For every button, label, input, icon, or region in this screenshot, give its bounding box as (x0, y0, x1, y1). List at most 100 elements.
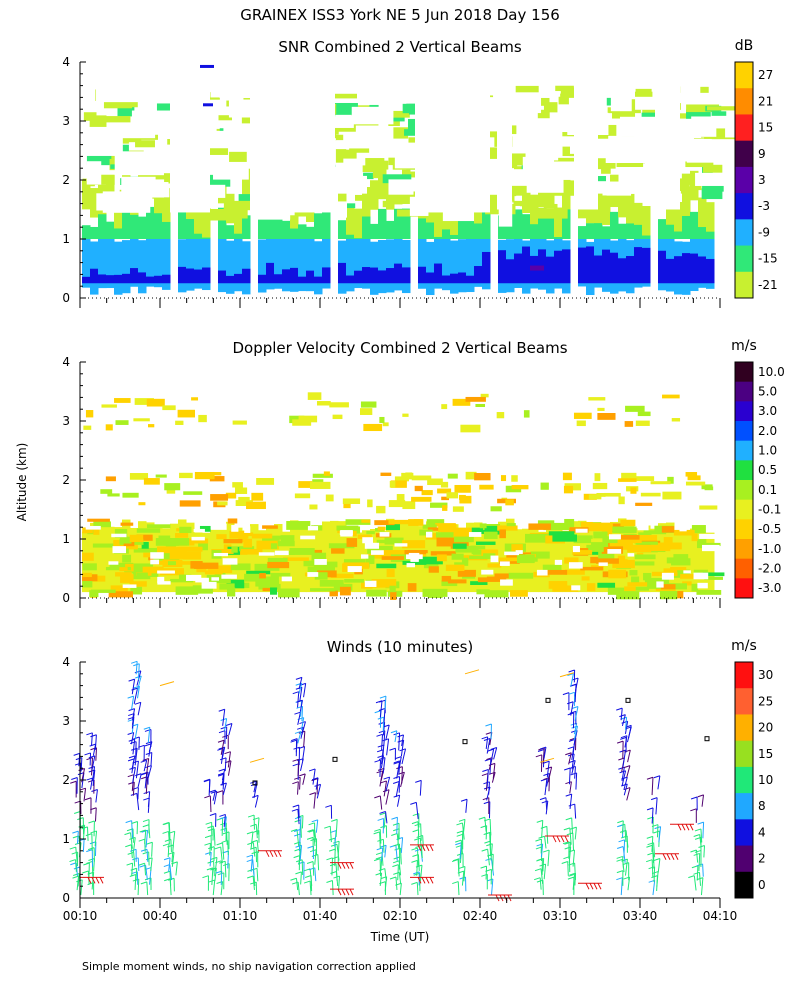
wind-barb-flag (82, 871, 88, 873)
velocity-patch (147, 399, 165, 407)
velocity-patch (310, 588, 336, 591)
wind-barb-flag (331, 819, 337, 821)
wind-barb-flag (128, 775, 134, 777)
wind-barb (300, 777, 301, 789)
snr-cell (306, 227, 315, 239)
wind-barb (546, 798, 547, 810)
velocity-patch (270, 587, 277, 594)
velocity-blank (481, 570, 493, 575)
velocity-blank (371, 550, 384, 555)
wind-barb-flag (100, 877, 103, 883)
velocity-patch (367, 499, 372, 507)
wind-barb-flag (132, 858, 138, 860)
snr-cell (266, 219, 275, 239)
snr-cell (458, 272, 467, 283)
snr-cell (226, 225, 235, 239)
wind-barb-flag (647, 836, 653, 838)
wind-barb (138, 879, 139, 895)
wind-barb-flag (202, 876, 208, 878)
wind-barb (298, 759, 299, 776)
velocity-patch (481, 394, 489, 398)
wind-barb-flag (411, 860, 417, 862)
x-tick-label: 01:10 (223, 909, 258, 923)
velocity-blank (571, 585, 580, 590)
wind-barb-flag (667, 854, 670, 860)
wind-barb-flag (325, 805, 331, 807)
snr-cell (306, 271, 315, 284)
wind-barb (138, 858, 139, 871)
velocity-patch (638, 412, 651, 416)
wind-barb (225, 861, 226, 877)
velocity-patch (635, 503, 652, 506)
colorbar-swatch (735, 272, 753, 299)
wind-barb (304, 731, 305, 747)
snr-cell (386, 239, 395, 292)
snr-cell (338, 263, 347, 283)
wind-barb-flag (557, 836, 560, 842)
snr-cell (298, 224, 307, 239)
y-tick-label: 1 (62, 832, 70, 846)
wind-barb-flag (342, 889, 345, 895)
snr-cell (610, 253, 619, 284)
velocity-patch (581, 522, 593, 528)
snr-cell (658, 251, 667, 284)
velocity-patch (446, 492, 458, 498)
colorbar-label: 25 (758, 694, 773, 708)
velocity-patch (164, 483, 180, 490)
velocity-patch (366, 531, 374, 534)
snr-cell (114, 275, 123, 283)
velocity-patch (631, 576, 639, 582)
x-axis-label: Time (UT) (370, 930, 430, 944)
wind-barb (315, 850, 316, 865)
velocity-blank (211, 577, 219, 580)
wind-barb (417, 882, 418, 895)
snr-cell (466, 276, 475, 284)
snr-patch (514, 201, 529, 206)
wind-barb (91, 778, 93, 789)
wind-barb-flag (304, 881, 310, 883)
snr-patch (135, 140, 155, 147)
wind-barb-flag (413, 830, 419, 832)
velocity-patch (436, 532, 453, 537)
colorbar-swatch (735, 141, 753, 168)
wind-barb-flag (653, 831, 659, 833)
snr-blank (607, 185, 631, 196)
velocity-patch (246, 502, 266, 509)
wind-barb (255, 795, 258, 807)
wind-barb-flag (307, 862, 313, 864)
snr-blank (415, 62, 490, 212)
wind-barb (465, 670, 479, 674)
colorbar-swatch (735, 714, 753, 741)
wind-barb-flag (678, 824, 681, 830)
wind-barb (576, 773, 577, 790)
wind-barb (402, 767, 403, 784)
colorbar-label: 0.1 (758, 483, 777, 497)
wind-barb-flag (76, 880, 82, 882)
velocity-blank (491, 556, 499, 563)
velocity-patch (390, 586, 396, 592)
wind-barb-flag (651, 798, 657, 800)
velocity-patch (438, 524, 456, 532)
wind-barb (657, 825, 658, 838)
snr-blank (213, 166, 249, 179)
wind-barb-flag (88, 858, 94, 860)
wind-barb-flag (374, 760, 380, 762)
wind-barb-flag (483, 782, 489, 784)
footnote: Simple moment winds, no ship navigation … (82, 960, 416, 973)
wind-barb-flag (570, 827, 576, 829)
velocity-patch (233, 421, 247, 425)
x-tick-label: 02:10 (383, 909, 418, 923)
velocity-patch (630, 487, 636, 493)
snr-cell (242, 215, 251, 239)
wind-barb-flag (618, 767, 624, 769)
wind-barb (338, 841, 339, 856)
velocity-patch (582, 576, 590, 580)
snr-cell (346, 238, 355, 291)
velocity-patch (93, 529, 99, 535)
wind-barb (654, 867, 655, 882)
wind-barb (545, 779, 547, 795)
wind-barb (628, 750, 631, 762)
wind-barb-flag (326, 880, 332, 882)
colorbar-swatch (735, 846, 753, 873)
wind-barb-flag (270, 851, 273, 857)
